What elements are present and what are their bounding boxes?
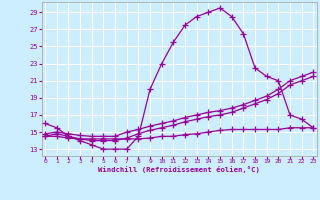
- X-axis label: Windchill (Refroidissement éolien,°C): Windchill (Refroidissement éolien,°C): [98, 166, 260, 173]
